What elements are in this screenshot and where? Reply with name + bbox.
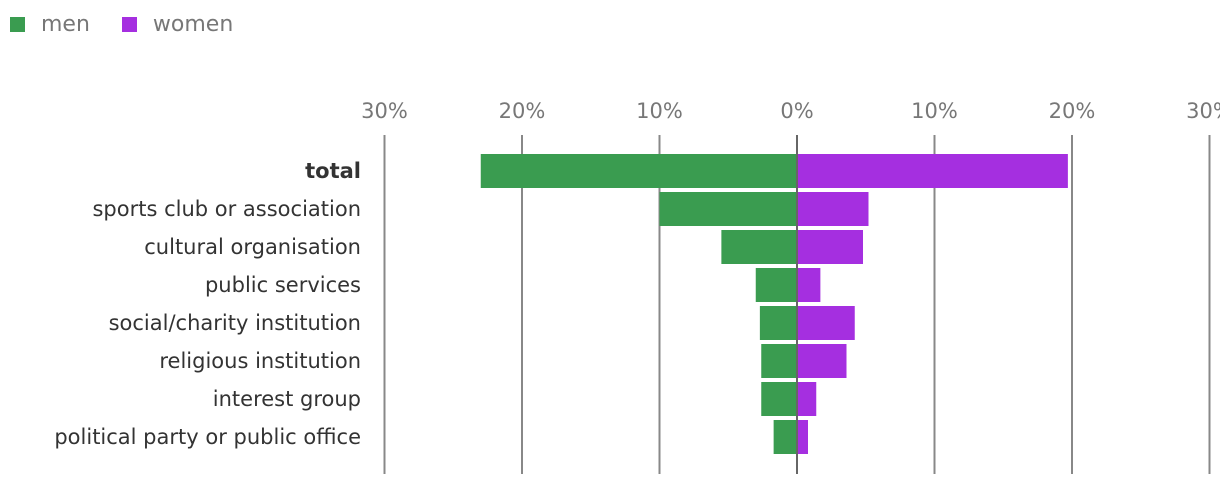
legend: men women	[10, 12, 265, 37]
bar-women[interactable]	[797, 192, 869, 226]
bar-women[interactable]	[797, 306, 855, 340]
x-tick-label: 20%	[499, 99, 546, 123]
bar-men[interactable]	[761, 344, 797, 378]
x-tick-label: 20%	[1049, 99, 1096, 123]
legend-item-women[interactable]: women	[121, 12, 234, 37]
bar-men[interactable]	[659, 192, 798, 226]
bar-women[interactable]	[797, 344, 847, 378]
category-label: public services	[205, 273, 361, 297]
x-tick-label: 0%	[780, 99, 813, 123]
category-label: total	[305, 159, 361, 183]
bar-men[interactable]	[761, 382, 797, 416]
category-label: social/charity institution	[109, 311, 361, 335]
bar-men[interactable]	[773, 420, 797, 454]
bar-men[interactable]	[721, 230, 797, 264]
category-labels: total sports club or association cultural …	[54, 159, 361, 449]
bar-women[interactable]	[797, 382, 817, 416]
bar-men[interactable]	[759, 306, 797, 340]
bar-women[interactable]	[797, 154, 1068, 188]
bar-women[interactable]	[797, 230, 863, 264]
legend-swatch-women	[121, 17, 137, 32]
category-label: cultural organisation	[144, 235, 361, 259]
x-tick-label: 30%	[361, 99, 408, 123]
category-label: religious institution	[159, 349, 361, 373]
legend-label-men: men	[41, 12, 90, 37]
series-men	[480, 154, 798, 454]
x-tick-label: 30%	[1186, 99, 1220, 123]
legend-swatch-men	[10, 17, 25, 32]
bar-men[interactable]	[480, 154, 797, 188]
x-tick-label: 10%	[636, 99, 683, 123]
category-label: interest group	[213, 387, 361, 411]
category-label: political party or public office	[54, 425, 361, 449]
bar-women[interactable]	[797, 420, 808, 454]
x-axis-tick-labels: 30% 20% 10% 0% 10% 20% 30%	[361, 99, 1220, 123]
legend-item-men[interactable]: men	[10, 12, 90, 37]
legend-label-women: women	[152, 12, 234, 37]
category-label: sports club or association	[92, 197, 361, 221]
x-tick-label: 10%	[911, 99, 958, 123]
series-women	[797, 154, 1068, 454]
bar-women[interactable]	[797, 268, 821, 302]
bar-men[interactable]	[755, 268, 797, 302]
